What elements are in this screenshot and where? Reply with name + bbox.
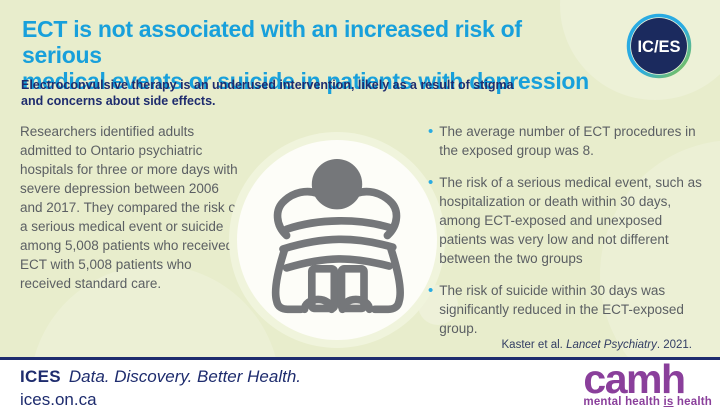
- camh-wordmark: camh: [583, 356, 686, 402]
- illustration-background-circle: [237, 140, 437, 340]
- finding-text: The risk of a serious medical event, suc…: [439, 175, 702, 266]
- footer: ICES Data. Discovery. Better Health. ices…: [0, 356, 720, 419]
- ices-tagline: Data. Discovery. Better Health.: [68, 367, 301, 386]
- person-hugging-knees-icon: [271, 159, 404, 314]
- findings-list: • The average number of ECT procedures i…: [428, 122, 704, 351]
- camh-tagline: mental health is health: [583, 396, 712, 408]
- camh-tagline-is: is: [663, 396, 674, 408]
- subtitle-line-2: and concerns about side effects.: [21, 93, 216, 108]
- finding-text: The risk of suicide within 30 days was s…: [439, 283, 684, 336]
- bullet-dot-icon: •: [428, 282, 434, 299]
- citation-journal: Lancet Psychiatry: [566, 339, 657, 351]
- citation-authors: Kaster et al.: [501, 339, 567, 351]
- title-line-2: medical events or suicide in patients wi…: [22, 68, 589, 94]
- ices-logo-icon: IC/ES: [626, 13, 692, 79]
- list-item: • The average number of ECT procedures i…: [428, 122, 704, 160]
- list-item: • The risk of suicide within 30 days was…: [428, 281, 704, 338]
- ices-website: ices.on.ca: [20, 390, 97, 409]
- camh-logo: camh mental health is health: [583, 356, 712, 409]
- bullet-dot-icon: •: [428, 174, 434, 191]
- list-item: • The risk of a serious medical event, s…: [428, 173, 704, 268]
- title-line-1: ECT is not associated with an increased …: [22, 16, 522, 68]
- citation-year: . 2021.: [656, 339, 692, 351]
- footer-divider: [0, 357, 720, 360]
- svg-text:IC/ES: IC/ES: [637, 38, 680, 56]
- subtitle-line-1: Electroconvulsive therapy is an underuse…: [21, 78, 514, 92]
- ices-wordmark: ICES: [20, 367, 61, 386]
- study-description: Researchers identified adults admitted t…: [20, 124, 240, 291]
- bullet-dot-icon: •: [428, 123, 434, 140]
- ices-circle-logo: IC/ES: [626, 13, 692, 79]
- page-subtitle: Electroconvulsive therapy is an underuse…: [21, 78, 581, 109]
- ices-footer-branding: ICES Data. Discovery. Better Health. ices…: [20, 367, 301, 410]
- page-title: ECT is not associated with an increased …: [22, 16, 607, 94]
- citation: Kaster et al. Lancet Psychiatry. 2021.: [502, 339, 693, 351]
- finding-text: The average number of ECT procedures in …: [439, 124, 696, 158]
